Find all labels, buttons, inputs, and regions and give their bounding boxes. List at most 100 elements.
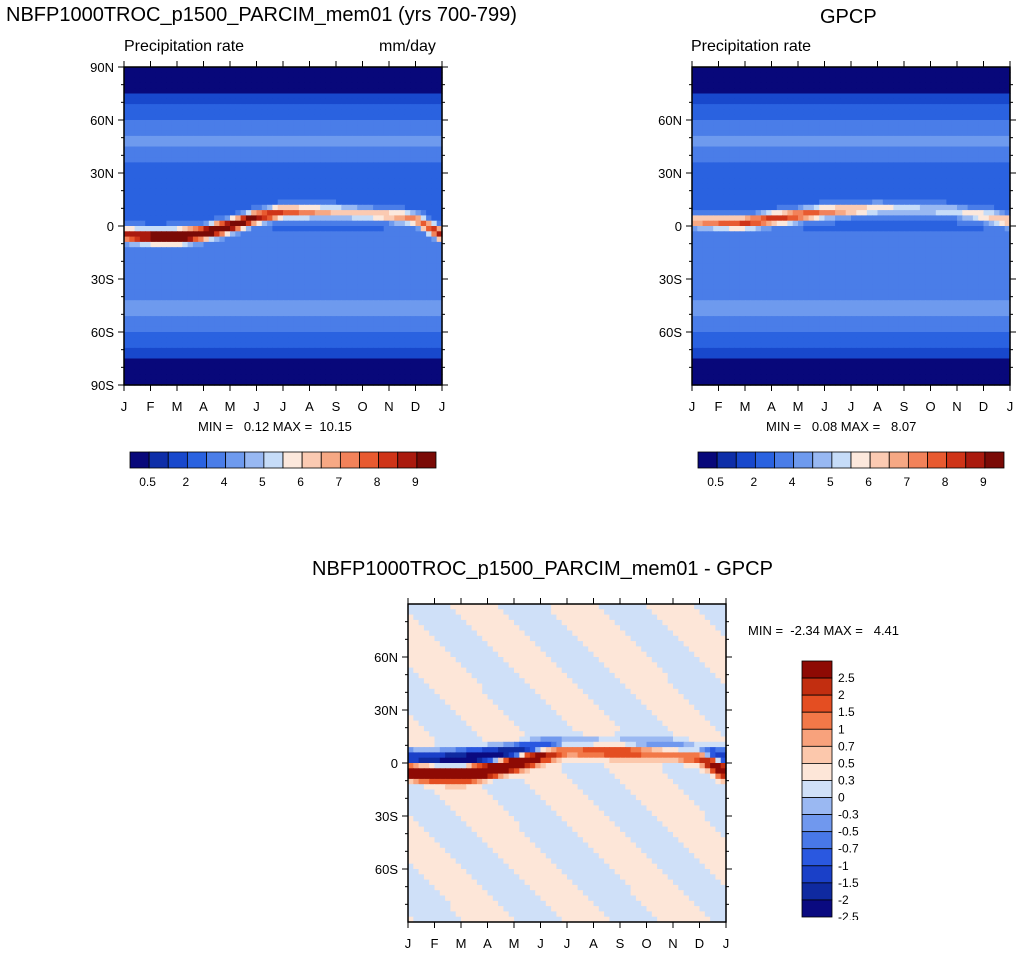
heatmap-cell xyxy=(972,82,979,89)
heatmap-cell xyxy=(755,125,762,132)
heatmap-cell xyxy=(139,289,146,296)
heatmap-cell xyxy=(856,109,863,116)
heatmap-cell xyxy=(882,167,889,174)
heatmap-cell xyxy=(161,353,167,360)
heatmap-cell xyxy=(182,130,189,137)
heatmap-cell xyxy=(373,379,379,386)
heatmap-cell xyxy=(272,342,279,349)
heatmap-cell xyxy=(872,120,879,126)
heatmap-cell xyxy=(362,257,369,264)
heatmap-cell xyxy=(946,151,953,158)
heatmap-cell xyxy=(272,236,279,243)
heatmap-cell xyxy=(251,82,258,89)
heatmap-cell xyxy=(718,167,725,174)
heatmap-cell xyxy=(139,125,146,132)
heatmap-cell xyxy=(171,342,178,349)
heatmap-cell xyxy=(166,326,173,333)
heatmap-cell xyxy=(203,82,210,89)
heatmap-cell xyxy=(845,146,852,153)
heatmap-cell xyxy=(134,332,141,338)
heatmap-cell xyxy=(431,231,438,238)
heatmap-cell xyxy=(798,72,804,79)
heatmap-cell xyxy=(367,363,374,370)
heatmap-cell xyxy=(692,67,698,73)
heatmap-cell xyxy=(872,98,879,105)
heatmap-cell xyxy=(394,199,401,206)
heatmap-cell xyxy=(851,104,857,110)
heatmap-cell xyxy=(336,337,342,344)
heatmap-cell xyxy=(351,374,358,381)
heatmap-cell xyxy=(330,273,337,280)
heatmap-cell xyxy=(776,98,783,105)
heatmap-cell xyxy=(330,210,337,216)
heatmap-cell xyxy=(930,151,937,158)
heatmap-cell xyxy=(866,125,873,132)
heatmap-cell xyxy=(745,135,751,142)
heatmap-cell xyxy=(256,226,263,232)
heatmap-cell xyxy=(909,109,916,116)
heatmap-cell xyxy=(298,220,305,227)
heatmap-cell xyxy=(378,273,385,280)
heatmap-cell xyxy=(124,167,130,174)
heatmap-cell xyxy=(341,157,348,163)
heatmap-cell xyxy=(272,347,279,354)
heatmap-cell xyxy=(309,247,316,254)
heatmap-cell xyxy=(288,93,295,100)
heatmap-cell xyxy=(298,210,305,216)
heatmap-cell xyxy=(394,146,401,153)
heatmap-cell xyxy=(872,67,879,73)
heatmap-cell xyxy=(145,268,152,275)
heatmap-cell xyxy=(941,151,947,158)
heatmap-cell xyxy=(320,135,326,142)
heatmap-cell xyxy=(415,173,422,179)
heatmap-cell xyxy=(394,98,401,105)
heatmap-cell xyxy=(129,337,136,344)
heatmap-cell xyxy=(283,263,289,269)
heatmap-cell xyxy=(718,135,725,142)
heatmap-cell xyxy=(930,67,937,73)
heatmap-cell xyxy=(251,215,258,222)
heatmap-cell xyxy=(214,210,220,216)
heatmap-cell xyxy=(426,236,432,243)
heatmap-cell xyxy=(182,194,189,201)
heatmap-cell xyxy=(192,98,199,105)
heatmap-cell xyxy=(399,342,406,349)
heatmap-cell xyxy=(325,279,332,285)
heatmap-cell xyxy=(702,141,709,148)
heatmap-cell xyxy=(298,300,305,307)
heatmap-cell xyxy=(389,300,395,307)
heatmap-cell xyxy=(373,268,379,275)
heatmap-cell xyxy=(129,173,136,179)
heatmap-cell xyxy=(336,279,342,285)
heatmap-cell xyxy=(293,93,300,100)
heatmap-cell xyxy=(861,77,868,84)
heatmap-cell xyxy=(415,236,422,243)
heatmap-cell xyxy=(309,77,316,84)
heatmap-cell xyxy=(203,326,210,333)
heatmap-cell xyxy=(134,363,141,370)
heatmap-cell xyxy=(771,130,778,137)
heatmap-cell xyxy=(177,326,183,333)
heatmap-cell xyxy=(182,104,189,110)
heatmap-cell xyxy=(808,72,815,79)
heatmap-cell xyxy=(150,241,157,248)
heatmap-cell xyxy=(383,326,390,333)
heatmap-cell xyxy=(404,114,411,121)
heatmap-cell xyxy=(856,162,863,169)
heatmap-cell xyxy=(410,199,417,206)
heatmap-cell xyxy=(224,146,231,153)
heatmap-cell xyxy=(219,135,226,142)
heatmap-cell xyxy=(240,130,247,137)
heatmap-cell xyxy=(341,252,348,259)
heatmap-cell xyxy=(283,67,289,73)
heatmap-cell xyxy=(431,114,438,121)
heatmap-cell xyxy=(293,72,300,79)
heatmap-cell xyxy=(362,294,369,301)
heatmap-cell xyxy=(139,294,146,301)
heatmap-cell xyxy=(739,88,746,95)
heatmap-cell xyxy=(129,98,136,105)
heatmap-cell xyxy=(277,321,284,328)
heatmap-cell xyxy=(378,183,385,190)
heatmap-cell xyxy=(230,178,236,185)
heatmap-cell xyxy=(367,284,374,291)
